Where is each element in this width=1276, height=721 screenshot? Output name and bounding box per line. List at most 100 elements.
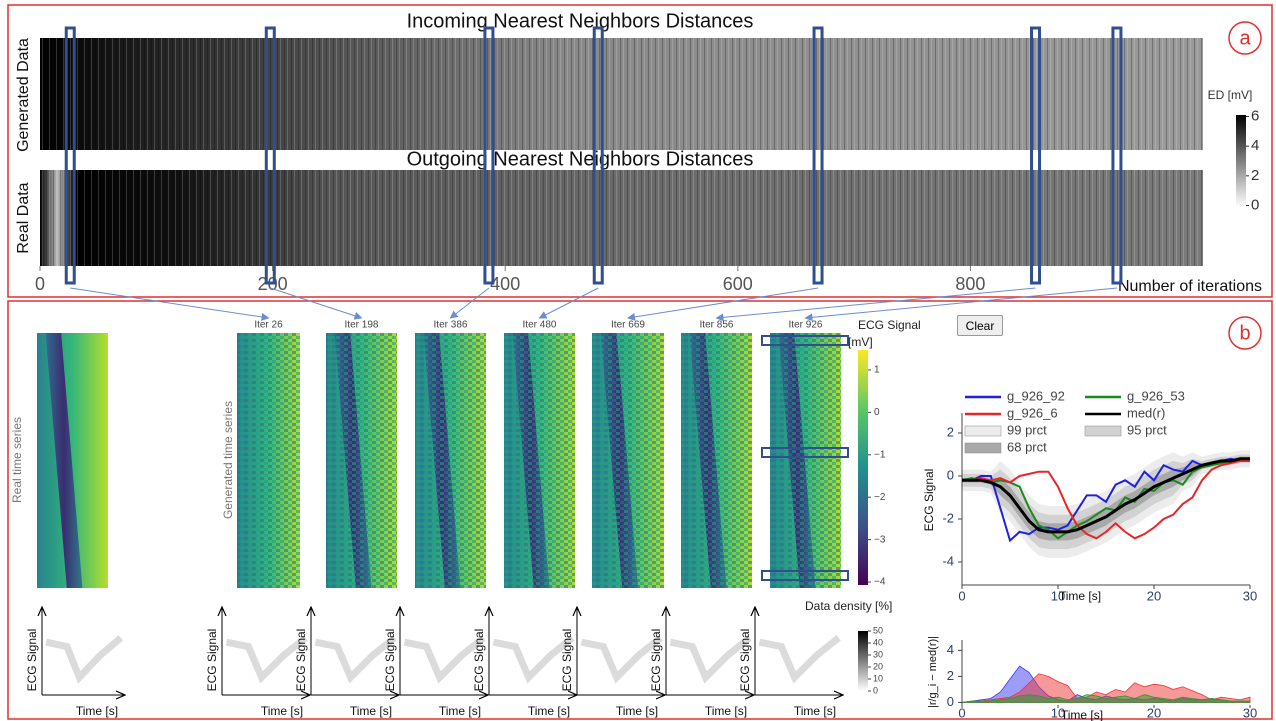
heatmap-texture [40,38,1203,150]
heatmap-texture [40,170,1203,266]
heatmap-title: Iter 480 [523,320,557,331]
y-axis-label: ECG Signal [738,629,752,692]
colorbar [1236,115,1246,207]
colorbar-label: Data density [%] [805,599,892,613]
colorbar-tick-label: 6 [1251,107,1259,124]
y-axis-label: ECG Signal [472,629,486,692]
y-axis-label: Generated time series [221,401,235,519]
x-tick-label: 800 [955,274,985,294]
y-axis-label: ECG Signal [205,629,219,692]
legend-swatch [964,425,1002,437]
x-tick-label: 0 [958,588,965,603]
x-axis-label: Time [s] [76,704,118,718]
y-axis-label: Real Data [15,182,32,253]
iteration-highlight [812,26,824,285]
y-axis-label: Generated Data [15,38,32,152]
x-tick-label: 30 [1243,588,1257,603]
heatmap-texture [326,333,397,588]
colorbar [858,631,868,691]
legend-label: med(r) [1127,405,1165,420]
heatmap-texture [592,333,664,588]
iteration-highlight [483,26,495,285]
legend-label: 68 prct [1007,439,1047,454]
legend-label: g_926_92 [1007,388,1065,403]
colorbar-tick-label: 4 [1251,137,1259,154]
panel-label: b [1239,322,1250,344]
x-axis-label: Time [s] [1059,589,1101,603]
x-axis-label: Time [s] [1061,708,1103,721]
legend-label: g_926_6 [1007,405,1058,420]
density-cloud [45,635,124,684]
y-tick-label: 2 [947,424,954,439]
legend-swatch [1084,425,1122,437]
iteration-highlight [264,26,276,285]
heatmap-title: Iter 669 [611,320,645,331]
heatmap-title: Iter 26 [254,320,283,331]
link-arrow [804,287,1117,322]
panel-a-badge [1228,21,1262,55]
x-tick-label: 0 [35,274,45,294]
x-axis-label: Time [s] [705,704,747,718]
density-cloud [225,635,308,684]
density-cloud [758,635,841,684]
x-axis-label: Time [s] [439,704,481,718]
y-tick-label: 0 [947,467,954,482]
series-area [961,694,1251,703]
series-line [962,459,1250,540]
heatmap-texture [237,333,300,588]
y-axis-label: ECG Signal [383,629,397,692]
x-axis-label: Time [s] [616,704,658,718]
heatmap-texture [415,333,486,588]
heatmap-title: Iter 926 [789,320,823,331]
panel-label: a [1239,27,1251,49]
colorbar-tick-label: −2 [874,492,886,503]
density-cloud [492,635,575,684]
panel-a-border [7,4,1273,298]
row-highlight [761,447,849,458]
iteration-highlight [1030,26,1042,285]
colorbar-tick-label: 40 [873,637,883,647]
row-highlight [761,570,849,581]
y-axis-label: ECG Signal [649,629,663,692]
heatmap-band [45,333,83,588]
legend-swatch [964,442,1002,454]
heatmap-title: Iter 198 [345,320,379,331]
heatmap-title: Outgoing Nearest Neighbors Distances [407,148,754,170]
colorbar-tick-label: 50 [873,625,883,635]
panel-b-badge [1228,316,1262,350]
colorbar-tick-label: −1 [874,449,886,460]
density-cloud [669,635,752,684]
link-arrow [538,287,599,319]
colorbar-tick-label: 10 [873,673,883,683]
x-tick-label: 600 [723,274,753,294]
y-axis-label: ECG Signal [294,629,308,692]
y-tick-label: 0 [947,694,954,709]
x-axis-label: Time [s] [261,704,303,718]
link-arrow [70,287,270,321]
heatmap-texture [681,333,752,588]
clear-button[interactable]: Clear [957,315,1003,336]
density-cloud [314,635,397,684]
x-tick-label: 400 [490,274,520,294]
y-axis-label: ECG Signal [560,629,574,692]
iteration-highlight [64,26,76,285]
density-cloud [403,635,486,684]
colorbar-tick-label: 0 [873,685,878,695]
x-axis-label: Number of iterations [1118,278,1262,295]
colorbar-tick-label: 0 [1251,196,1259,213]
y-axis-label: Real time series [10,417,24,503]
x-axis-label: Time [s] [794,704,836,718]
y-axis-label: ECG Signal [25,629,39,692]
panel-b-border [7,300,1273,720]
x-tick-label: 20 [1147,588,1161,603]
heatmap-title: Iter 386 [434,320,468,331]
link-arrow [627,287,819,321]
colorbar-tick-label: 20 [873,661,883,671]
colorbar-tick-label: 0 [874,407,880,418]
heatmap-texture [504,333,575,588]
series-line [962,457,1250,534]
row-highlight [761,335,849,346]
colorbar [858,350,868,585]
